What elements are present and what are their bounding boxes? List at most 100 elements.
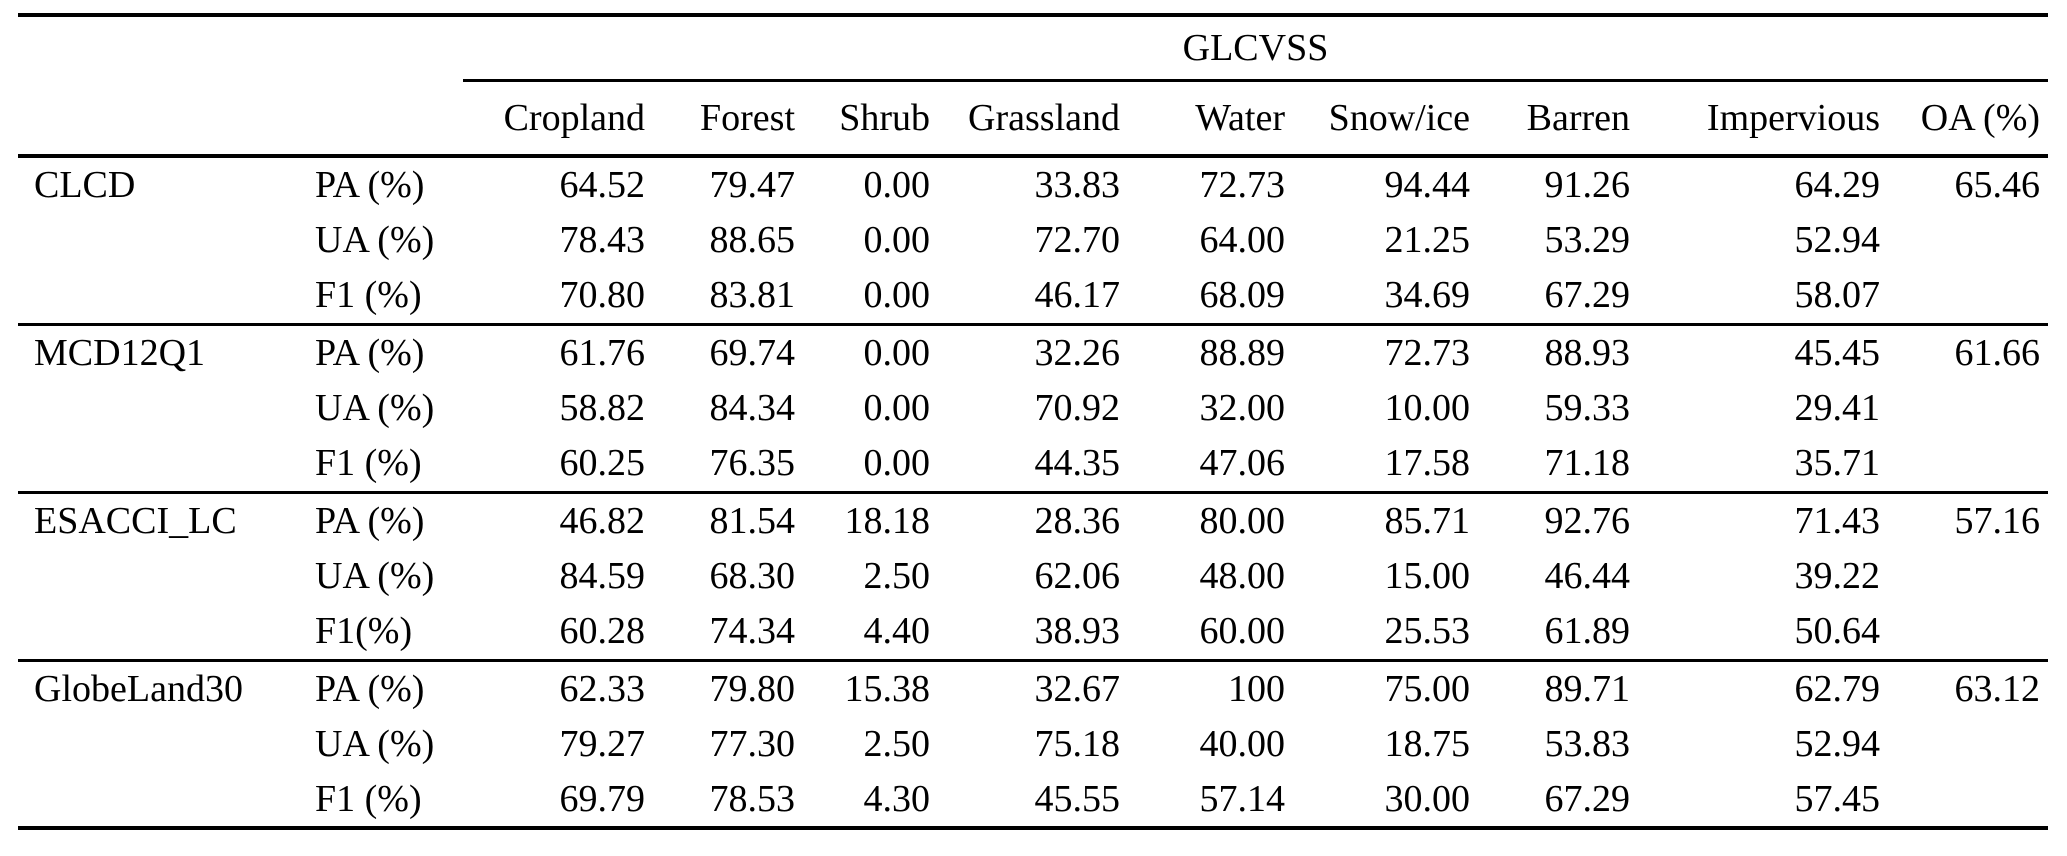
column-header-cropland: Cropland [463,80,663,158]
value-impervious: 50.64 [1648,604,1898,662]
value-grassland: 62.06 [1034,555,1121,597]
value-shrub: 0.00 [863,387,931,429]
value-grassland: 45.55 [1034,778,1121,820]
metric-label: UA (%) [315,723,435,765]
column-header-barren: Barren [1488,80,1648,158]
metric-label: PA (%) [315,499,425,542]
value-snow-ice: 25.53 [1303,604,1488,662]
value-barren: 91.26 [1544,164,1631,206]
value-water: 80.00 [1199,499,1286,542]
value-oa [1898,212,2048,268]
column-header-oa: OA (%) [1898,80,2049,158]
metric-label: UA (%) [315,555,435,597]
value-impervious: 35.71 [1648,436,1898,494]
data-row-clcd-pa: CLCD PA (%) 64.52 79.47 0.00 33.83 72.73 94.44 9… [18,156,2048,212]
value-impervious: 29.41 [1794,387,1881,429]
value-snow-ice: 72.73 [1384,331,1471,374]
value-water: 40.00 [1199,723,1286,765]
value-oa: 61.66 [1954,331,2041,374]
data-row-esacci-lc-pa: ESACCI_LC PA (%) 46.82 81.54 18.18 28.36 80.00… [18,492,2048,548]
value-shrub: 0.00 [863,331,931,374]
value-barren: 89.71 [1544,667,1631,710]
header-stub [18,15,463,81]
value-shrub: 2.50 [863,723,931,765]
dataset-name [18,716,303,772]
value-cropland: 69.79 [559,778,646,820]
value-grassland: 32.67 [1034,667,1121,710]
header-stub [18,80,463,158]
value-water: 57.14 [1199,778,1286,820]
value-water: 68.09 [1138,268,1303,326]
data-row-globeland30-pa: GlobeLand30 PA (%) 62.33 79.80 15.38 32.67 100… [18,660,2048,716]
value-water: 100 [1228,667,1285,710]
value-oa [1898,380,2048,436]
value-cropland: 61.76 [559,331,646,374]
value-barren: 53.29 [1544,219,1631,261]
value-grassland: 33.83 [1034,164,1121,206]
value-forest: 78.53 [709,778,796,820]
data-row-clcd-ua: UA (%) 78.43 88.65 0.00 72.70 64.00 21.25 53.29… [18,212,2048,268]
dataset-name: CLCD [34,164,136,206]
data-row-esacci-lc-f1: F1(%) 60.28 74.34 4.40 38.93 60.00 25.53 61.89 5… [18,604,2049,662]
value-impervious: 39.22 [1794,555,1881,597]
value-forest: 79.80 [709,667,796,710]
value-shrub: 4.40 [813,604,948,662]
value-water: 60.00 [1138,604,1303,662]
value-snow-ice: 18.75 [1384,723,1471,765]
value-impervious: 58.07 [1648,268,1898,326]
value-forest: 68.30 [709,555,796,597]
value-impervious: 62.79 [1794,667,1881,710]
value-grassland: 44.35 [948,436,1138,494]
value-forest: 88.65 [709,219,796,261]
value-grassland: 75.18 [1034,723,1121,765]
value-cropland: 78.43 [559,219,646,261]
dataset-name [18,772,303,828]
value-cropland: 46.82 [559,499,646,542]
value-oa [1898,268,2049,326]
value-water: 48.00 [1199,555,1286,597]
column-header-water: Water [1138,80,1303,158]
metric-label: F1 (%) [315,778,422,820]
data-row-esacci-lc-ua: UA (%) 84.59 68.30 2.50 62.06 48.00 15.00 46.44… [18,548,2048,604]
value-cropland: 62.33 [559,667,646,710]
value-impervious: 71.43 [1794,499,1881,542]
value-oa [1898,436,2049,494]
value-cropland: 64.52 [559,164,646,206]
table-body: CLCD PA (%) 64.52 79.47 0.00 33.83 72.73 94.44 9… [18,156,2049,828]
data-row-globeland30-ua: UA (%) 79.27 77.30 2.50 75.18 40.00 18.75 53.83… [18,716,2048,772]
dataset-name: GlobeLand30 [34,667,243,710]
data-row-mcd12q1-pa: MCD12Q1 PA (%) 61.76 69.74 0.00 32.26 88.89 72.… [18,324,2048,380]
value-oa: 63.12 [1954,667,2041,710]
value-forest: 77.30 [709,723,796,765]
value-oa [1898,604,2049,662]
value-snow-ice: 94.44 [1384,164,1471,206]
dataset-name [18,436,303,494]
data-row-globeland30-f1: F1 (%) 69.79 78.53 4.30 45.55 57.14 30.00 67.29… [18,772,2048,828]
value-snow-ice: 30.00 [1384,778,1471,820]
data-row-mcd12q1-ua: UA (%) 58.82 84.34 0.00 70.92 32.00 10.00 59.33… [18,380,2048,436]
metric-label: F1 (%) [303,436,463,494]
value-snow-ice: 85.71 [1384,499,1471,542]
value-grassland: 32.26 [1034,331,1121,374]
value-oa: 57.16 [1954,499,2041,542]
value-water: 32.00 [1199,387,1286,429]
value-grassland: 38.93 [948,604,1138,662]
value-forest: 84.34 [709,387,796,429]
column-header-grassland: Grassland [948,80,1138,158]
dataset-name [18,604,303,662]
value-water: 88.89 [1199,331,1286,374]
value-impervious: 52.94 [1794,723,1881,765]
metric-label: UA (%) [315,387,435,429]
metric-label: PA (%) [315,164,425,206]
value-barren: 67.29 [1544,778,1631,820]
value-barren: 88.93 [1544,331,1631,374]
value-barren: 53.83 [1544,723,1631,765]
dataset-name: ESACCI_LC [34,499,237,542]
value-snow-ice: 10.00 [1384,387,1471,429]
value-forest: 76.35 [663,436,813,494]
value-grassland: 70.92 [1034,387,1121,429]
metric-label: F1 (%) [303,268,463,326]
dataset-name [18,268,303,326]
value-snow-ice: 75.00 [1384,667,1471,710]
